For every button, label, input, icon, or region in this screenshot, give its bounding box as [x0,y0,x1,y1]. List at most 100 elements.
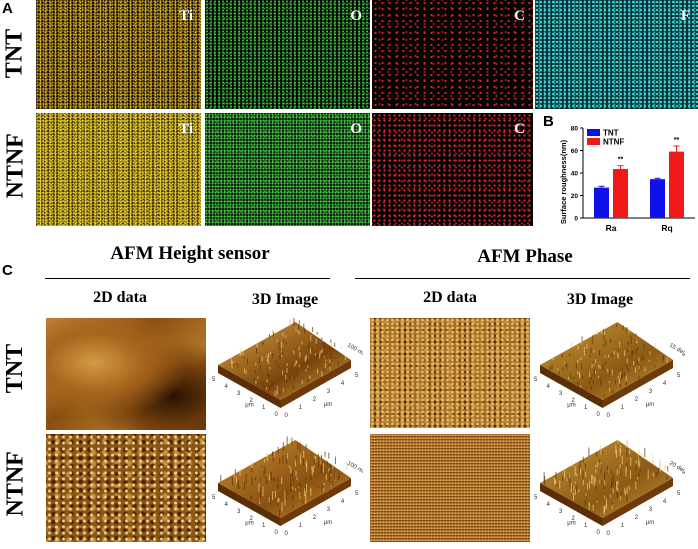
element-label: O [350,8,362,24]
legend-swatch-ntnf [587,138,600,145]
axis-unit-label: μm [567,521,575,527]
axis-tick-label: 1 [299,523,303,529]
eds-map-ntnf-ti: Ti [36,113,201,226]
surface-side [602,478,673,526]
axis-tick-label: 5 [677,491,681,497]
bar-tnt-rq [650,179,665,218]
element-label: C [514,121,525,137]
axis-tick-label: 3 [327,389,331,395]
y-axis-label: Surface roughness(nm) [559,139,568,224]
axis-tick-label: 3 [559,509,563,515]
surface-side [280,360,351,408]
axis-unit-label: μm [646,402,654,408]
eds-map-ntnf-c: C [372,113,533,226]
axis-tick-label: 4 [341,499,345,505]
row-label-tnt: TNT [2,343,28,394]
axis-tick-label: 3 [649,507,653,513]
axis-unit-label: μm [324,520,332,526]
roughness-bar-chart: Surface roughness(nm) 0 20 40 60 80 Ra ** Rq ** T… [559,126,695,233]
eds-map-tnt-ti: Ti [36,0,201,109]
afm-height-2d-tnt [46,318,206,430]
afm-phase-2d-tnt [370,318,530,428]
element-label: Ti [179,121,193,137]
x-tick-label: Rq [661,223,672,233]
axis-tick-label: 5 [212,377,216,383]
axis-tick-label: 0 [607,531,611,537]
element-label: Ti [179,8,193,24]
legend-swatch-tnt [587,129,600,136]
y-tick-label: 80 [571,126,579,133]
surface-side [602,360,673,408]
significance-label: ** [618,157,624,164]
axis-tick-label: 1 [584,405,588,411]
axis-tick-label: 2 [572,398,576,404]
surface-side [540,365,603,408]
surface-side [540,483,603,526]
axis-tick-label: 5 [677,373,681,379]
significance-label: ** [674,137,680,144]
axis-tick-label: 2 [250,516,254,522]
axis-tick-label: 2 [313,397,317,403]
axis-tick-label: 3 [649,389,653,395]
bar-ntnf-rq [669,151,684,218]
axis-tick-label: 4 [663,499,667,505]
col-2d-phase: 2D data [423,289,477,306]
axis-tick-label: 1 [621,405,625,411]
x-tick-label: Ra [606,223,617,233]
afm-phase-title: AFM Phase [477,246,573,267]
surface-side [280,478,351,526]
element-label: O [350,121,362,137]
legend-label-ntnf: NTNF [603,138,624,147]
axis-unit-label: μm [646,520,654,526]
axis-tick-label: 2 [572,516,576,522]
row-label-tnt: TNT [1,28,28,79]
axis-tick-label: 2 [313,515,317,521]
afm-height-2d-ntnf [46,434,206,542]
panel-c-label: C [2,262,13,279]
afm-phase-2d-ntnf [370,434,530,542]
axis-tick-label: 2 [635,515,639,521]
axis-tick-label: 4 [225,502,229,508]
axis-tick-label: 5 [212,495,216,501]
axis-tick-label: 1 [299,405,303,411]
col-3d-phase: 3D Image [566,291,634,308]
y-tick-label: 60 [571,148,579,155]
axis-tick-label: 5 [534,495,538,501]
surface [218,322,351,400]
axis-unit-label: μm [245,521,253,527]
afm-height-title: AFM Height sensor [110,243,270,264]
bar-tnt-ra [594,187,609,218]
col-3d-height: 3D Image [251,291,319,308]
row-label-ntnf: NTNF [2,133,29,199]
panel-b-label: B [543,113,554,130]
axis-tick-label: 1 [621,523,625,529]
legend-label-tnt: TNT [603,129,619,138]
axis-tick-label: 4 [547,502,551,508]
axis-unit-label: μm [245,403,253,409]
axis-tick-label: 4 [225,384,229,390]
axis-tick-label: 0 [607,413,611,419]
element-label: F [680,8,690,24]
panel-a-label: A [2,0,13,17]
axis-tick-label: 4 [341,381,345,387]
eds-map-tnt-c: C [372,0,533,109]
eds-map-ntnf-o: O [205,113,370,226]
axis-tick-label: 1 [262,405,266,411]
bar-ntnf-ra [613,169,628,218]
axis-tick-label: 3 [327,507,331,513]
axis-tick-label: 1 [262,523,266,529]
axis-tick-label: 2 [250,398,254,404]
divider [355,278,690,279]
axis-tick-label: 1 [584,523,588,529]
axis-tick-label: 3 [559,391,563,397]
y-tick-label: 0 [574,216,578,223]
axis-tick-label: 5 [534,377,538,383]
axis-tick-label: 0 [285,413,289,419]
axis-tick-label: 3 [237,509,241,515]
eds-map-tnt-o: O [205,0,370,109]
axis-tick-label: 4 [547,384,551,390]
